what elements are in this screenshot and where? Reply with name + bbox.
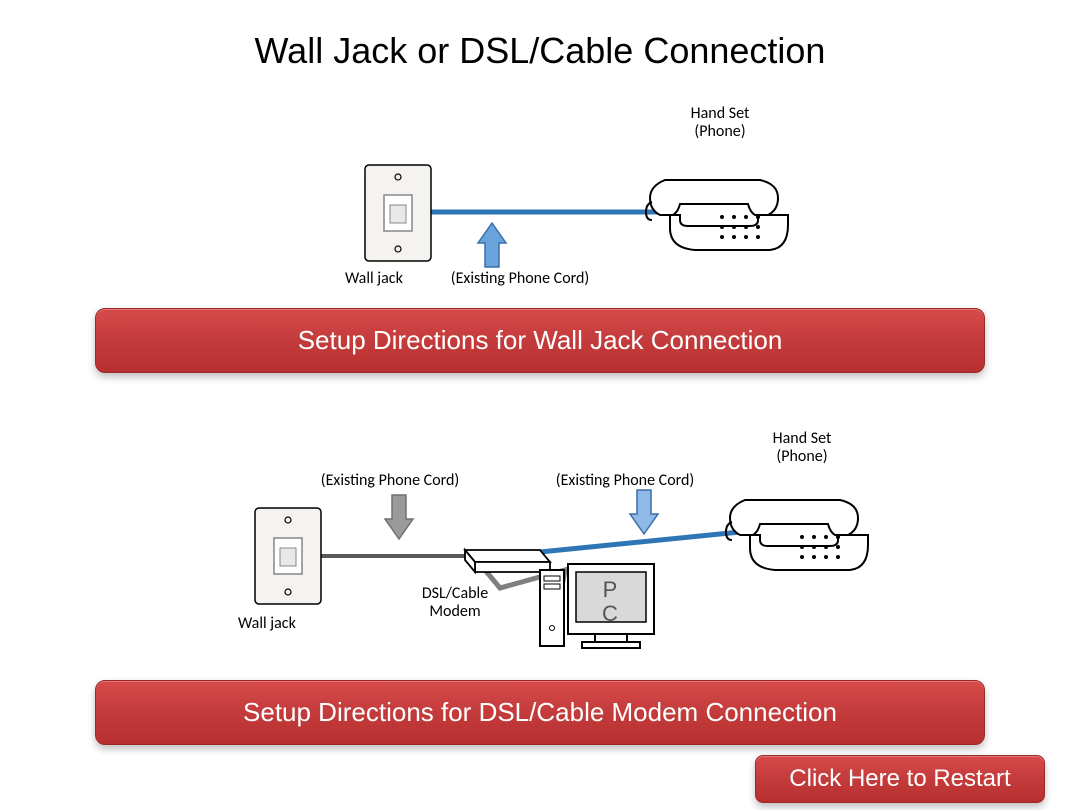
modem-icon [465,550,550,572]
arrow-up-icon [478,223,506,267]
walljack-icon [365,165,431,261]
page-title: Wall Jack or DSL/Cable Connection [0,30,1080,72]
arrow-down-gray-icon [385,495,413,539]
walljack-icon [255,508,321,604]
walljack-label: Wall jack [345,270,425,288]
handset-label-2: Hand Set(Phone) [742,430,862,465]
cord-label-2a: (Existing Phone Cord) [305,472,475,490]
handset-label: Hand Set(Phone) [660,105,780,140]
setup-dslcable-button[interactable]: Setup Directions for DSL/Cable Modem Con… [95,680,985,745]
cord-label: (Existing Phone Cord) [440,270,600,288]
diagram-walljack: Hand Set(Phone) Wall jack (Existing Phon… [0,95,1080,305]
phone-icon [646,180,788,250]
phone-icon [726,500,868,570]
cord-modem-to-phone [540,532,740,552]
modem-label: DSL/CableModem [405,585,505,620]
walljack-label-2: Wall jack [238,615,318,633]
arrow-down-blue-icon [630,490,658,534]
diagram-dslcable: Hand Set(Phone) (Existing Phone Cord) (E… [0,420,1080,670]
restart-button[interactable]: Click Here to Restart [755,755,1045,803]
cord-label-2b: (Existing Phone Cord) [540,472,710,490]
setup-walljack-button[interactable]: Setup Directions for Wall Jack Connectio… [95,308,985,373]
pc-label: PC [575,578,645,626]
diagram-dslcable-svg [0,420,1080,670]
